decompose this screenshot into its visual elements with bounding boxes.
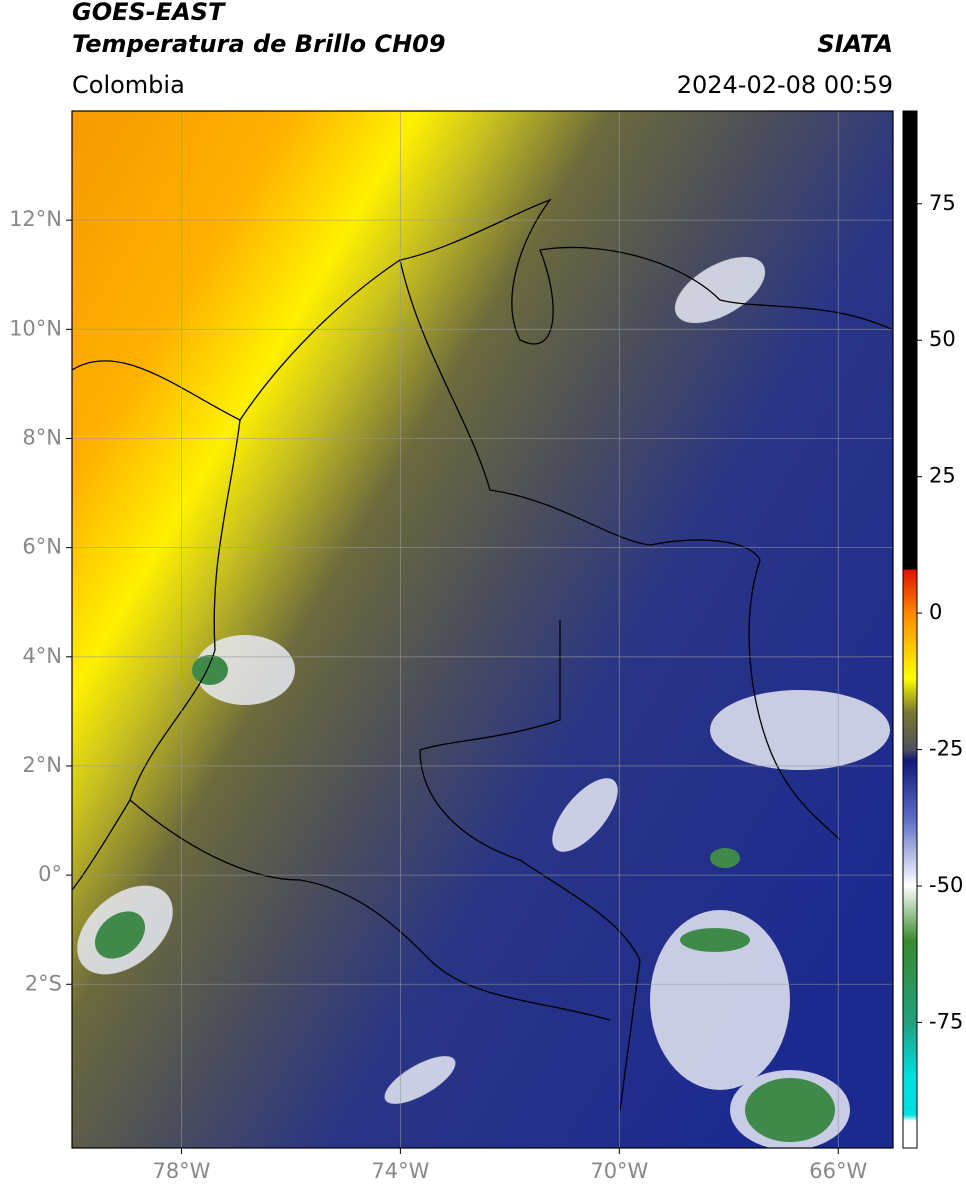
x-tick-label: 78°W (152, 1159, 210, 1183)
x-tick-label: 70°W (590, 1159, 648, 1183)
subtitle: Temperatura de Brillo CH09 (72, 30, 446, 58)
map-frame (71, 110, 894, 1149)
region: Colombia (72, 71, 185, 99)
y-tick-label: 8°N (22, 425, 62, 449)
x-tick-label: 74°W (371, 1159, 429, 1183)
colorbar-tick-label: -25 (929, 737, 963, 761)
y-tick-label: 2°N (22, 753, 62, 777)
title: GOES-EAST (72, 0, 226, 26)
grid (72, 111, 893, 1148)
colorbar-tick-label: 75 (929, 191, 956, 215)
colorbar-tick-label: -75 (929, 1009, 963, 1033)
cold-tops (94, 655, 835, 1142)
source: SIATA (817, 30, 893, 58)
colorbar-tick-label: 0 (929, 600, 942, 624)
y-tick-label: 0° (38, 862, 62, 886)
colorbar-tick-label: -50 (929, 873, 963, 897)
colorbar-tick-label: 25 (929, 464, 956, 488)
boundaries (72, 198, 893, 1111)
y-tick-label: 10°N (9, 316, 62, 340)
y-tick-label: 2°S (25, 971, 62, 995)
y-tick-label: 6°N (22, 535, 62, 559)
x-tick-label: 66°W (809, 1159, 867, 1183)
datetime: 2024-02-08 00:59 (677, 71, 893, 99)
colorbar (902, 110, 918, 1149)
y-tick-label: 4°N (22, 644, 62, 668)
y-tick-label: 12°N (9, 207, 62, 231)
satellite-image (72, 111, 893, 1148)
colorbar-tick-label: 50 (929, 327, 956, 351)
